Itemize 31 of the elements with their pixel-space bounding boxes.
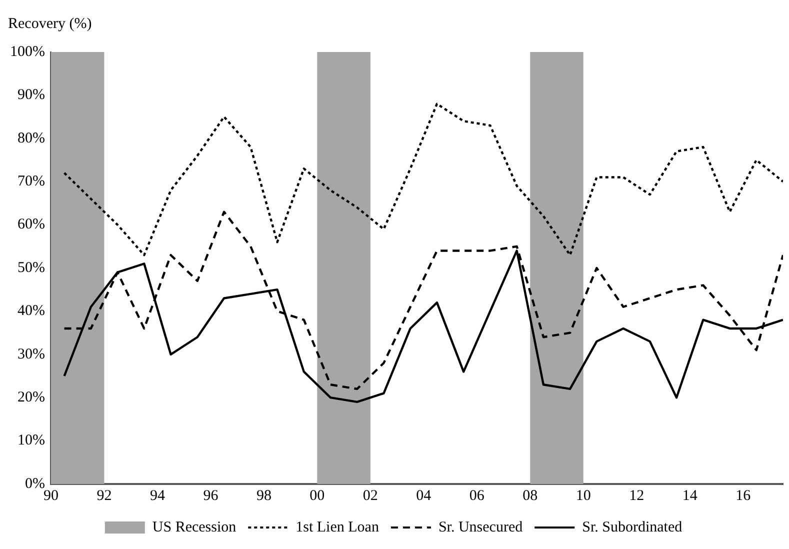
legend-label: 1st Lien Loan bbox=[296, 519, 380, 536]
x-tick-label: 94 bbox=[150, 488, 166, 504]
x-tick-label: 16 bbox=[736, 488, 752, 504]
y-tick-label: 90% bbox=[17, 87, 45, 104]
y-tick-label: 40% bbox=[17, 303, 45, 320]
x-tick-label: 96 bbox=[203, 488, 219, 504]
legend-label: Sr. Unsecured bbox=[438, 519, 524, 536]
x-tick-label: 06 bbox=[469, 488, 485, 504]
y-tick-label: 10% bbox=[17, 432, 45, 449]
x-tick-label: 12 bbox=[629, 488, 644, 504]
x-tick-label: 14 bbox=[682, 488, 698, 504]
x-tick-label: 98 bbox=[256, 488, 272, 504]
line-series bbox=[63, 102, 783, 256]
x-tick-label: 02 bbox=[362, 488, 378, 504]
y-tick-label: 70% bbox=[17, 174, 45, 190]
y-tick-label: 80% bbox=[17, 130, 45, 146]
legend-label: Sr. Subordinated bbox=[582, 519, 683, 536]
y-tick-label: 0% bbox=[24, 476, 45, 492]
x-tick-label: 00 bbox=[310, 488, 325, 504]
x-tick-label: 90 bbox=[43, 488, 58, 504]
x-tick-label: 92 bbox=[96, 488, 112, 504]
y-tick-label: 100% bbox=[10, 44, 45, 60]
legend-label: US Recession bbox=[152, 519, 237, 536]
y-tick-label: 20% bbox=[17, 390, 45, 406]
x-tick-label: 08 bbox=[522, 488, 538, 504]
x-tick-label: 10 bbox=[576, 488, 591, 504]
y-axis-title: Recovery (%) bbox=[8, 16, 92, 32]
y-tick-label: 60% bbox=[17, 216, 45, 233]
x-tick-label: 04 bbox=[416, 488, 432, 504]
y-tick-label: 30% bbox=[17, 346, 45, 362]
y-tick-label: 50% bbox=[17, 260, 45, 276]
